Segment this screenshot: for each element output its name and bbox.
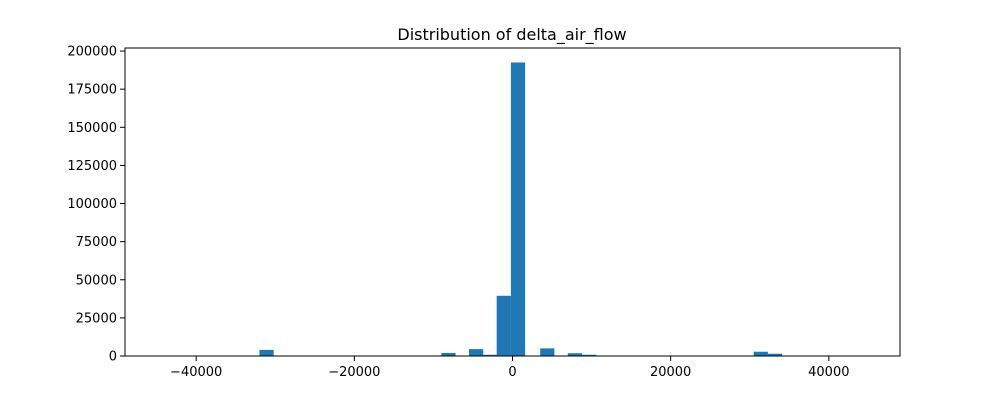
y-tick-label: 0 [109,350,117,365]
histogram-bar-3 [483,354,498,356]
x-tick-label: −40000 [170,365,222,380]
histogram-bar-9 [753,351,768,356]
x-tick-label: 40000 [808,365,849,380]
histogram-bar-6 [540,348,555,356]
y-tick-label: 100000 [67,197,117,212]
x-axis: −40000 −20000 0 20000 40000 [170,356,850,380]
histogram-bar-7 [567,353,583,356]
histogram-bar-8 [582,354,597,356]
y-tick-label: 200000 [67,45,117,60]
bars [259,62,783,357]
histogram-bar-0 [259,349,274,356]
y-tick-label: 125000 [67,159,117,174]
y-axis: 0 25000 50000 75000 100000 125000 150000 175000… [67,45,125,365]
y-tick-label: 175000 [67,83,117,98]
y-tick-label: 50000 [76,273,117,288]
y-tick-label: 25000 [76,311,117,326]
histogram-bar-4 [496,295,511,356]
histogram-bar-1 [441,352,456,356]
y-tick-label: 75000 [76,235,117,250]
x-tick-label: 20000 [650,365,691,380]
histogram-bar-5 [510,62,526,357]
x-tick-label: −20000 [328,365,380,380]
plot-frame [124,47,901,357]
chart-title: Distribution of delta_air_flow [397,25,626,45]
histogram-bar-2 [469,349,484,356]
y-tick-label: 150000 [67,121,117,136]
histogram-bar-10 [767,353,783,356]
x-tick-label: 0 [508,365,516,380]
